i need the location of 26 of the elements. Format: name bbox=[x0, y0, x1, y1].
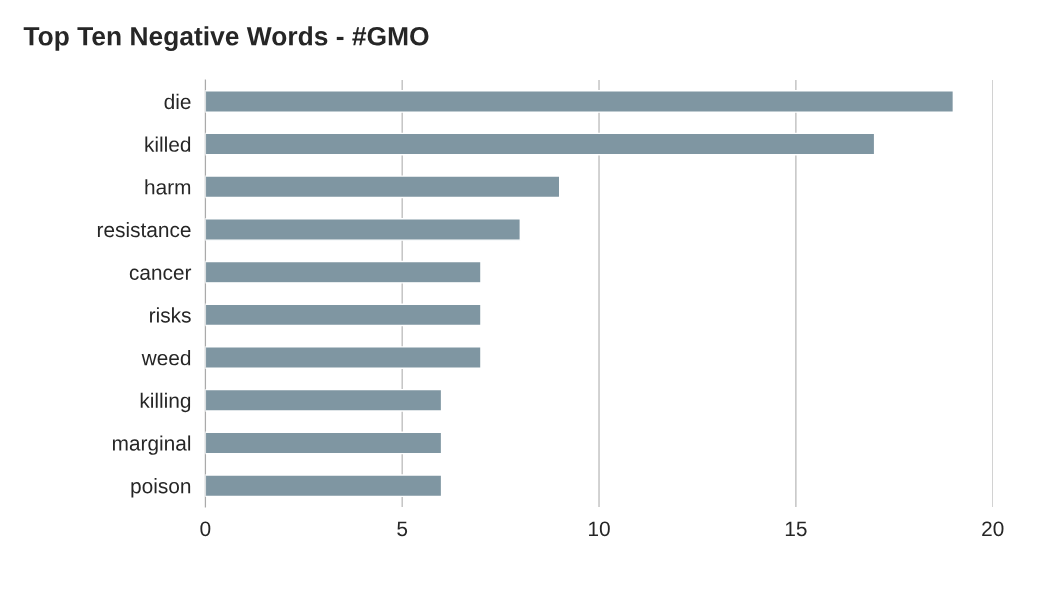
bar bbox=[205, 431, 443, 455]
y-tick-label: cancer bbox=[129, 268, 192, 280]
bar bbox=[205, 474, 443, 498]
bar bbox=[205, 346, 482, 369]
y-tick-label: killing bbox=[140, 392, 191, 413]
y-tick-label: risks bbox=[150, 307, 191, 323]
x-tick-label: 20 bbox=[982, 521, 1004, 537]
bar bbox=[205, 218, 521, 241]
bar bbox=[205, 303, 482, 327]
x-tick-label: 5 bbox=[397, 521, 408, 537]
x-tick-label: 15 bbox=[785, 521, 807, 537]
x-tick-label: 0 bbox=[200, 521, 211, 537]
y-tick-label: die bbox=[164, 93, 191, 110]
bar bbox=[205, 175, 561, 199]
x-tick-label: 10 bbox=[589, 521, 610, 537]
y-tick-label: poison bbox=[131, 478, 191, 498]
bar bbox=[205, 132, 876, 156]
bar bbox=[205, 90, 955, 113]
chart-title: Top Ten Negative Words - #GMO bbox=[23, 26, 429, 51]
y-tick-label: weed bbox=[141, 350, 191, 366]
bar bbox=[205, 260, 482, 284]
y-tick-label: marginal bbox=[112, 435, 191, 455]
y-tick-label: killed bbox=[145, 136, 191, 152]
bar bbox=[205, 388, 443, 412]
y-tick-label: resistance bbox=[97, 221, 191, 238]
y-tick-label: harm bbox=[145, 179, 191, 195]
